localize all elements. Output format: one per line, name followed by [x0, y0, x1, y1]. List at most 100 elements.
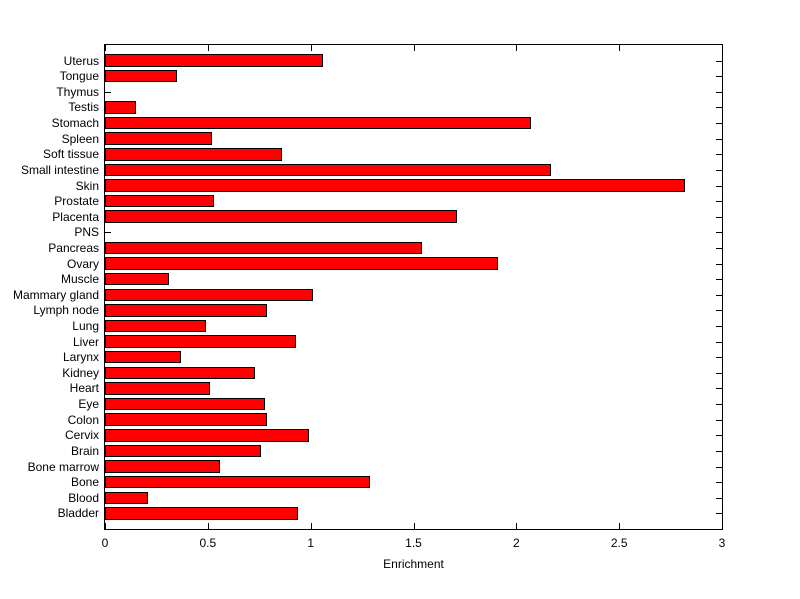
- y-category-label-liver: Liver: [72, 334, 99, 349]
- x-tick-label: 3: [718, 536, 726, 550]
- y-tick-right: [716, 107, 722, 108]
- y-tick-right: [716, 232, 722, 233]
- x-tick-bottom: [311, 523, 312, 529]
- y-category-label-heart: Heart: [69, 381, 99, 396]
- bar-tongue: [105, 69, 177, 83]
- x-tick-top: [619, 45, 620, 51]
- bar-small-intestine: [105, 163, 552, 177]
- y-tick-right: [716, 342, 722, 343]
- bar-liver: [105, 335, 297, 348]
- y-category-label-tongue: Tongue: [59, 69, 99, 84]
- bar-testis: [105, 101, 136, 114]
- x-tick-top: [105, 45, 106, 51]
- bar-stomach: [105, 116, 531, 130]
- bar-bone-marrow: [105, 460, 221, 473]
- x-tick-bottom: [619, 523, 620, 529]
- y-tick-right: [716, 404, 722, 405]
- y-category-label-bladder: Bladder: [57, 506, 99, 521]
- y-tick-right: [716, 264, 722, 265]
- y-tick-right: [716, 217, 722, 218]
- y-category-label-prostate: Prostate: [54, 194, 99, 209]
- x-tick-top: [722, 45, 723, 51]
- bar-soft-tissue: [105, 148, 282, 161]
- y-category-label-lymph-node: Lymph node: [33, 303, 99, 318]
- bar-larynx: [105, 351, 182, 364]
- x-tick-label: 1: [307, 536, 314, 550]
- y-tick-right: [716, 123, 722, 124]
- x-tick-top: [516, 45, 517, 51]
- y-category-label-spleen: Spleen: [61, 131, 99, 146]
- x-tick-label: 0.5: [199, 536, 217, 550]
- y-category-label-placenta: Placenta: [52, 209, 99, 224]
- y-tick-right: [716, 76, 722, 77]
- y-category-label-larynx: Larynx: [62, 350, 99, 365]
- y-category-label-pancreas: Pancreas: [48, 240, 99, 255]
- bar-eye: [105, 397, 266, 411]
- plot-area: [104, 44, 723, 530]
- y-tick-right: [716, 201, 722, 202]
- y-category-label-blood: Blood: [68, 490, 99, 505]
- y-category-label-testis: Testis: [68, 100, 99, 115]
- y-category-label-colon: Colon: [67, 412, 99, 427]
- y-tick-right: [716, 435, 722, 436]
- y-category-label-kidney: Kidney: [62, 365, 99, 380]
- y-category-label-thymus: Thymus: [56, 84, 99, 99]
- y-tick-right: [716, 451, 722, 452]
- y-tick-right: [716, 513, 722, 514]
- bar-pancreas: [105, 241, 422, 255]
- y-category-label-mammary-gland: Mammary gland: [12, 287, 99, 302]
- y-category-label-ovary: Ovary: [66, 256, 99, 271]
- y-tick-right: [716, 420, 722, 421]
- x-tick-label: 2.5: [610, 536, 628, 550]
- y-category-label-bone: Bone: [70, 475, 99, 490]
- bar-lymph-node: [105, 304, 268, 317]
- y-tick-right: [716, 139, 722, 140]
- y-tick-right: [716, 92, 722, 93]
- y-category-label-eye: Eye: [78, 397, 99, 412]
- y-category-label-stomach: Stomach: [51, 116, 99, 131]
- bar-blood: [105, 491, 149, 504]
- x-tick-top: [311, 45, 312, 51]
- x-tick-label: 1.5: [405, 536, 422, 550]
- bar-prostate: [105, 194, 214, 208]
- y-tick-left: [105, 92, 111, 93]
- y-tick-right: [716, 310, 722, 311]
- y-category-label-lung: Lung: [72, 319, 99, 334]
- y-category-label-pns: PNS: [74, 225, 99, 240]
- y-tick-right: [716, 388, 722, 389]
- bar-skin: [105, 179, 685, 192]
- y-category-label-cervix: Cervix: [64, 428, 99, 443]
- y-tick-right: [716, 248, 722, 249]
- x-tick-top: [414, 45, 415, 51]
- y-tick-right: [716, 467, 722, 468]
- y-tick-right: [716, 498, 722, 499]
- y-category-label-uterus: Uterus: [63, 53, 99, 68]
- bar-heart: [105, 382, 210, 395]
- y-category-label-skin: Skin: [75, 178, 99, 193]
- bar-bladder: [105, 507, 299, 520]
- y-tick-right: [716, 279, 722, 280]
- y-tick-right: [716, 295, 722, 296]
- y-category-label-small-intestine: Small intestine: [20, 162, 99, 177]
- x-tick-top: [208, 45, 209, 51]
- x-axis-title: Enrichment: [383, 557, 444, 571]
- bar-brain: [105, 444, 262, 458]
- bar-spleen: [105, 132, 212, 145]
- x-tick-bottom: [208, 523, 209, 529]
- bar-ovary: [105, 257, 498, 270]
- bar-lung: [105, 319, 206, 333]
- bar-cervix: [105, 429, 309, 442]
- x-tick-bottom: [722, 523, 723, 529]
- x-tick-label: 0: [101, 536, 109, 550]
- bar-mammary-gland: [105, 288, 313, 302]
- x-tick-bottom: [105, 523, 106, 529]
- y-tick-right: [716, 482, 722, 483]
- bar-bone: [105, 475, 371, 489]
- y-tick-right: [716, 154, 722, 155]
- bar-uterus: [105, 54, 323, 67]
- y-tick-right: [716, 170, 722, 171]
- bar-muscle: [105, 272, 169, 286]
- y-category-label-muscle: Muscle: [60, 272, 99, 287]
- y-tick-left: [105, 232, 111, 233]
